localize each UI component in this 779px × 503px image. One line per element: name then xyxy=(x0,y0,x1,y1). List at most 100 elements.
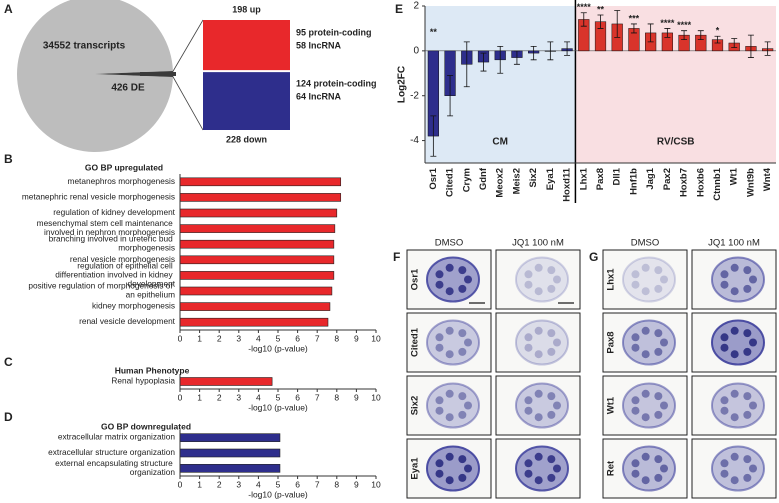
tissue-structure xyxy=(730,413,739,422)
error-bar xyxy=(547,41,554,61)
region-background xyxy=(575,6,776,163)
error-bar xyxy=(664,28,671,38)
wedge xyxy=(140,72,176,76)
stack-segment xyxy=(203,72,290,130)
chart-title: GO BP downregulated xyxy=(101,421,191,431)
error-bar xyxy=(480,52,487,72)
tissue-structure xyxy=(720,270,729,279)
tissue-structure xyxy=(749,275,757,284)
connector xyxy=(171,19,204,131)
x-tick-label: Gdnf xyxy=(478,167,489,190)
tissue-structure xyxy=(654,473,663,482)
tissue-structure xyxy=(534,413,543,422)
tissue-structure xyxy=(435,396,444,405)
x-tick-label: 7 xyxy=(315,479,320,489)
x-tick-label: 5 xyxy=(276,479,281,489)
tissue-structure xyxy=(524,280,533,289)
stack-detail: 124 protein-coding xyxy=(296,79,377,89)
region-label: CM xyxy=(492,137,508,148)
category-label: metanephric renal vesicle morphogenesis xyxy=(22,192,175,202)
region-label: RV/CSB xyxy=(657,137,695,148)
category-label: regulation of kidney development xyxy=(53,207,175,217)
tissue-structure xyxy=(435,343,444,352)
x-tick-label: Osr1 xyxy=(428,167,439,189)
row-label: Lhx1 xyxy=(606,268,617,291)
column-heading: DMSO xyxy=(631,238,660,249)
error-bar xyxy=(714,35,721,44)
bar xyxy=(179,302,331,311)
significance: ** xyxy=(430,27,438,37)
row-label: Cited1 xyxy=(410,327,421,357)
tissue-structure xyxy=(743,347,752,356)
x-tick-label: 2 xyxy=(217,479,222,489)
tissue-structure xyxy=(743,392,752,401)
significance: ** xyxy=(597,4,605,14)
x-axis-label: -log10 (p-value) xyxy=(248,402,308,412)
tissue-structure xyxy=(720,406,729,415)
row-label: Ret xyxy=(606,460,617,476)
tissue-structure xyxy=(547,392,556,401)
tissue-structure xyxy=(654,284,663,293)
error-bar xyxy=(731,38,738,48)
panel-letter: A xyxy=(4,2,13,16)
error-bar xyxy=(747,34,754,58)
image-frame xyxy=(406,312,492,373)
x-tick-label: Hoxb7 xyxy=(679,168,690,197)
tissue-structure xyxy=(534,287,543,296)
chart-title: GO BP upregulated xyxy=(85,162,163,172)
x-tick-label: 0 xyxy=(178,333,183,343)
image-frame xyxy=(691,249,777,310)
tissue-structure xyxy=(534,263,543,272)
x-tick-label: 4 xyxy=(256,392,261,402)
image-frame xyxy=(602,312,688,373)
tissue-structure xyxy=(464,275,472,284)
image-frame xyxy=(691,438,777,499)
panel-letter: G xyxy=(589,250,598,264)
tissue-structure xyxy=(553,275,561,284)
x-tick-label: 3 xyxy=(236,333,241,343)
stack-label: 228 down xyxy=(226,134,267,144)
tissue-structure xyxy=(534,389,543,398)
stack-segment xyxy=(203,20,290,71)
category-label: renal vesicle development xyxy=(79,316,176,326)
x-tick-label: Meis2 xyxy=(511,168,522,194)
tissue-structure xyxy=(749,401,757,410)
x-tick-label: Crym xyxy=(461,168,472,192)
image-frame xyxy=(602,438,688,499)
tissue-structure xyxy=(631,343,640,352)
tissue-structure xyxy=(524,343,533,352)
tissue-structure xyxy=(660,401,668,410)
x-tick-label: 7 xyxy=(315,392,320,402)
significance: *** xyxy=(629,13,640,23)
significance: **** xyxy=(577,2,592,12)
tissue-structure xyxy=(654,266,663,275)
x-tick-label: 9 xyxy=(354,392,359,402)
x-tick-label: Ctnnb1 xyxy=(712,167,723,200)
x-tick-label: 3 xyxy=(236,479,241,489)
tissue-structure xyxy=(445,350,454,359)
tissue-structure xyxy=(743,410,752,419)
error-bar xyxy=(681,30,688,41)
bar xyxy=(179,286,333,296)
tissue-structure xyxy=(631,469,640,478)
tissue-structure xyxy=(458,329,467,338)
panel-letter: F xyxy=(393,250,400,264)
significance: **** xyxy=(660,18,675,28)
x-tick-label: Meox2 xyxy=(495,168,506,198)
x-tick-label: Hoxd11 xyxy=(562,167,573,202)
category-label: extracellular matrix organization xyxy=(58,432,176,442)
tissue-structure xyxy=(654,392,663,401)
bar xyxy=(179,377,273,386)
tissue xyxy=(515,319,569,366)
significance: **** xyxy=(677,20,692,30)
tissue-structure xyxy=(445,476,454,485)
tissue-structure xyxy=(524,333,533,342)
column-heading: JQ1 100 nM xyxy=(708,238,760,249)
tissue-structure xyxy=(720,469,729,478)
tissue-structure xyxy=(534,326,543,335)
tissue-structure xyxy=(553,464,561,473)
tissue xyxy=(515,256,569,303)
bar xyxy=(179,193,342,202)
x-tick-label: 0 xyxy=(178,392,183,402)
error-bar xyxy=(513,50,520,65)
